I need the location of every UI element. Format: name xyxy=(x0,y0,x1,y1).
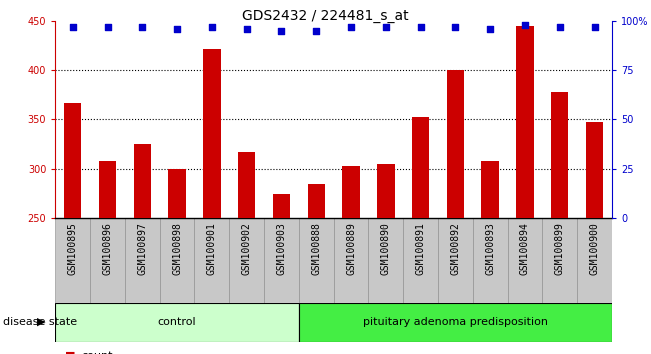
Point xyxy=(519,22,530,28)
Text: ▶: ▶ xyxy=(37,317,46,327)
Bar xyxy=(90,218,125,303)
Bar xyxy=(169,169,186,218)
Text: GSM100901: GSM100901 xyxy=(207,222,217,275)
Bar xyxy=(55,218,90,303)
Bar xyxy=(307,184,325,218)
Point xyxy=(381,24,391,30)
Point xyxy=(102,24,113,30)
Text: GSM100899: GSM100899 xyxy=(555,222,565,275)
Text: GSM100895: GSM100895 xyxy=(68,222,77,275)
Bar xyxy=(551,92,568,218)
Bar xyxy=(264,218,299,303)
Text: GSM100888: GSM100888 xyxy=(311,222,321,275)
Bar xyxy=(403,218,438,303)
Bar xyxy=(508,218,542,303)
Bar xyxy=(542,218,577,303)
Bar xyxy=(64,103,81,218)
Text: GSM100902: GSM100902 xyxy=(242,222,252,275)
Bar xyxy=(377,164,395,218)
Bar xyxy=(333,218,368,303)
Text: GSM100903: GSM100903 xyxy=(277,222,286,275)
Bar xyxy=(159,218,195,303)
Point xyxy=(242,26,252,32)
Text: GSM100893: GSM100893 xyxy=(485,222,495,275)
Bar xyxy=(412,116,429,218)
Bar xyxy=(447,70,464,218)
Bar xyxy=(438,218,473,303)
Bar xyxy=(586,122,603,218)
Point xyxy=(276,28,286,34)
Point xyxy=(172,26,182,32)
Bar xyxy=(368,218,403,303)
Bar xyxy=(125,218,159,303)
Text: GSM100892: GSM100892 xyxy=(450,222,460,275)
Text: GSM100897: GSM100897 xyxy=(137,222,147,275)
Point xyxy=(68,24,78,30)
Point xyxy=(415,24,426,30)
Point xyxy=(137,24,148,30)
Text: GSM100894: GSM100894 xyxy=(520,222,530,275)
Bar xyxy=(195,218,229,303)
Bar xyxy=(55,303,299,342)
Text: GSM100896: GSM100896 xyxy=(102,222,113,275)
Text: GSM100900: GSM100900 xyxy=(590,222,600,275)
Bar xyxy=(203,49,221,218)
Text: GDS2432 / 224481_s_at: GDS2432 / 224481_s_at xyxy=(242,9,409,23)
Text: pituitary adenoma predisposition: pituitary adenoma predisposition xyxy=(363,317,548,327)
Point xyxy=(346,24,356,30)
Bar xyxy=(229,218,264,303)
Bar xyxy=(99,161,117,218)
Point xyxy=(311,28,322,34)
Bar xyxy=(273,194,290,218)
Text: GSM100889: GSM100889 xyxy=(346,222,356,275)
Point xyxy=(450,24,461,30)
Bar xyxy=(516,26,534,218)
Bar xyxy=(473,218,508,303)
Point xyxy=(589,24,600,30)
Bar xyxy=(482,161,499,218)
Text: GSM100898: GSM100898 xyxy=(172,222,182,275)
Bar xyxy=(238,152,255,218)
Bar xyxy=(133,144,151,218)
Text: disease state: disease state xyxy=(3,317,77,327)
Text: control: control xyxy=(158,317,197,327)
Text: GSM100890: GSM100890 xyxy=(381,222,391,275)
Text: ■: ■ xyxy=(65,351,76,354)
Text: GSM100891: GSM100891 xyxy=(415,222,426,275)
Bar xyxy=(342,166,360,218)
Bar xyxy=(577,218,612,303)
Text: count: count xyxy=(81,351,113,354)
Bar xyxy=(299,303,612,342)
Point xyxy=(485,26,495,32)
Bar xyxy=(299,218,333,303)
Point xyxy=(555,24,565,30)
Point xyxy=(206,24,217,30)
